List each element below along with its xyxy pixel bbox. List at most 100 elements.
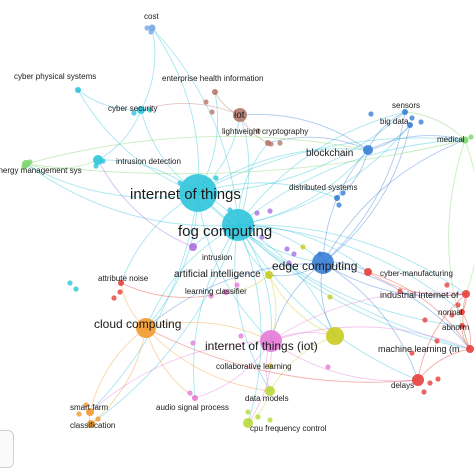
minor-node-33 bbox=[255, 414, 261, 420]
edge-blockchain-medical bbox=[367, 135, 466, 151]
edge-internet_things-sensors bbox=[197, 111, 406, 194]
corner-widget bbox=[0, 430, 14, 468]
node-internet-things[interactable] bbox=[179, 174, 217, 212]
minor-node-17 bbox=[325, 364, 331, 370]
node-cloud[interactable] bbox=[136, 318, 156, 338]
node-lclass[interactable] bbox=[223, 289, 229, 295]
minor-node-23 bbox=[449, 312, 455, 318]
edge-internet_things-smartfarm bbox=[89, 192, 199, 413]
edge-cloud-classification bbox=[90, 327, 147, 425]
node-delays[interactable] bbox=[412, 374, 424, 386]
node-intrusion[interactable] bbox=[189, 243, 197, 251]
edge-cloud-asp bbox=[145, 327, 196, 399]
node-distsys[interactable] bbox=[334, 195, 340, 201]
node-label-blockchain: blockchain bbox=[306, 148, 353, 159]
minor-node-50 bbox=[213, 175, 219, 181]
node-label-ems: energy management sys bbox=[0, 166, 82, 175]
edge-medical-industrial bbox=[464, 139, 474, 295]
minor-node-20 bbox=[435, 376, 441, 382]
label-layer: cost cyber physical systems enterprise hea… bbox=[0, 12, 469, 433]
minor-node-30 bbox=[95, 416, 101, 422]
edge-fog-ems bbox=[25, 163, 239, 227]
edge-edge-cloud bbox=[145, 262, 324, 329]
edge-cloud-datamodels bbox=[145, 327, 271, 392]
node-cpufreq[interactable] bbox=[243, 418, 253, 428]
edge-internet_things-ems bbox=[25, 163, 199, 198]
node-cost[interactable] bbox=[148, 24, 156, 32]
edge-fog-cloud bbox=[145, 224, 239, 329]
minor-node-57 bbox=[187, 390, 193, 396]
node-edge[interactable] bbox=[312, 252, 334, 274]
edge-internet_things-cost bbox=[151, 27, 200, 194]
node-label-intrusion-det: intrusion detection bbox=[116, 157, 181, 166]
node-ems[interactable] bbox=[22, 160, 30, 168]
node-medical[interactable] bbox=[461, 136, 469, 144]
edge-fog-datamodels bbox=[234, 224, 271, 392]
minor-node-42 bbox=[418, 119, 424, 125]
edge-iot_paren-delays bbox=[270, 340, 419, 382]
node-bigdata[interactable] bbox=[407, 122, 413, 128]
edge-fog-collab bbox=[237, 224, 336, 337]
node-datamodels[interactable] bbox=[265, 386, 275, 396]
edge-cybersec-cps bbox=[77, 89, 142, 111]
node-fog[interactable] bbox=[222, 209, 254, 241]
node-sensors[interactable] bbox=[402, 109, 408, 115]
minor-node-5 bbox=[291, 251, 297, 257]
node-collab[interactable] bbox=[326, 327, 344, 345]
edge-blockchain-iot bbox=[239, 113, 369, 151]
minor-node-40 bbox=[255, 128, 261, 134]
edge-edge-delays bbox=[322, 262, 419, 381]
node-iot[interactable] bbox=[233, 108, 247, 122]
edge-fog-bigdata bbox=[237, 124, 411, 226]
node-label-datamodels: data models bbox=[245, 394, 289, 403]
node-normal[interactable] bbox=[459, 309, 465, 315]
minor-node-14 bbox=[238, 333, 244, 339]
minor-node-43 bbox=[409, 115, 415, 121]
minor-node-27 bbox=[397, 288, 403, 294]
edge-iot_paren-industrial bbox=[270, 291, 467, 342]
edge-fog-blockchain bbox=[237, 149, 369, 226]
edge-intrusion-intrusion_det bbox=[97, 159, 194, 248]
node-label-asp: audio signal process bbox=[156, 403, 229, 412]
edge-iot_paren-smartfarm bbox=[89, 340, 272, 413]
node-industrial[interactable] bbox=[462, 290, 470, 298]
edge-medical-sensors bbox=[404, 111, 466, 141]
minor-node-32 bbox=[267, 417, 273, 423]
node-cybermfg[interactable] bbox=[364, 268, 372, 276]
node-label-internet-things: internet of things bbox=[130, 186, 241, 203]
node-ai[interactable] bbox=[265, 271, 273, 279]
node-intrusion-det[interactable] bbox=[93, 155, 103, 165]
minor-node-13 bbox=[327, 294, 333, 300]
minor-node-22 bbox=[434, 338, 440, 344]
edge-medical-ems bbox=[25, 139, 466, 175]
node-smartfarm[interactable] bbox=[86, 408, 94, 416]
minor-node-18 bbox=[427, 380, 433, 386]
edge-edge-industrial bbox=[322, 262, 467, 297]
minor-node-35 bbox=[144, 25, 150, 31]
node-blockchain[interactable] bbox=[363, 145, 373, 155]
node-label-bigdata: big data bbox=[380, 117, 409, 126]
node-lwc[interactable] bbox=[265, 140, 271, 146]
edge-industrial-cybermfg bbox=[367, 271, 467, 296]
node-asp[interactable] bbox=[192, 395, 198, 401]
minor-node-21 bbox=[409, 350, 415, 356]
node-iot-paren[interactable] bbox=[260, 330, 282, 352]
edge-fog-cost bbox=[151, 27, 239, 226]
node-label-abnorm: abnorm bbox=[442, 323, 469, 332]
node-cybersec[interactable] bbox=[137, 106, 145, 114]
node-abnorm[interactable] bbox=[459, 323, 465, 329]
minor-node-26 bbox=[422, 317, 428, 323]
node-classification[interactable] bbox=[87, 420, 95, 428]
edge-cloud-smartfarm bbox=[89, 327, 147, 413]
node-attrnoise[interactable] bbox=[118, 280, 124, 286]
node-label-lclass: learning classifier bbox=[185, 287, 247, 296]
edge-fog-asp bbox=[193, 224, 239, 399]
edge-fog-abnorm bbox=[237, 224, 463, 327]
edge-blockchain-bigdata bbox=[367, 124, 411, 151]
node-ehi[interactable] bbox=[212, 89, 218, 95]
minor-node-24 bbox=[444, 282, 450, 288]
node-cps[interactable] bbox=[75, 87, 81, 93]
edge-layer bbox=[25, 27, 474, 425]
node-ml[interactable] bbox=[466, 345, 474, 353]
